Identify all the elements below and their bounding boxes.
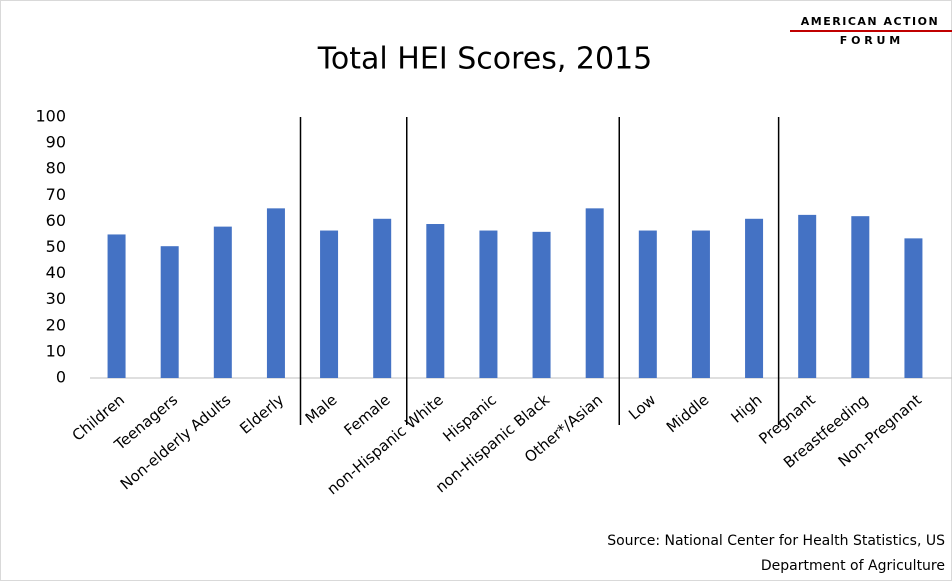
y-tick-label: 80	[46, 159, 66, 178]
bar	[851, 216, 870, 378]
y-tick-label: 0	[56, 368, 66, 387]
y-tick-label: 30	[46, 289, 66, 308]
bar	[691, 230, 710, 378]
bar	[107, 234, 126, 378]
bar	[798, 214, 817, 378]
logo-line1: AMERICAN ACTION	[801, 15, 939, 28]
bar	[479, 230, 498, 378]
y-tick-label: 20	[46, 315, 66, 334]
bar	[373, 218, 392, 378]
source-line1: Source: National Center for Health Stati…	[607, 533, 945, 549]
logo-line2: F O R U M	[840, 34, 901, 47]
bar	[160, 246, 179, 378]
bar	[213, 226, 232, 378]
bar	[745, 218, 764, 378]
bar	[426, 224, 445, 378]
y-tick-label: 60	[46, 211, 66, 230]
bar	[585, 208, 604, 378]
y-tick-label: 40	[46, 263, 66, 282]
bar	[532, 231, 551, 378]
bar	[638, 230, 657, 378]
y-tick-label: 100	[35, 107, 66, 126]
bar	[320, 230, 339, 378]
bar	[904, 238, 923, 378]
source-line2: Department of Agriculture	[761, 558, 945, 574]
bar	[266, 208, 285, 378]
chart-title: Total HEI Scores, 2015	[317, 42, 653, 77]
y-tick-label: 10	[46, 341, 66, 360]
y-tick-label: 90	[46, 133, 66, 152]
y-tick-label: 50	[46, 237, 66, 256]
y-tick-label: 70	[46, 185, 66, 204]
